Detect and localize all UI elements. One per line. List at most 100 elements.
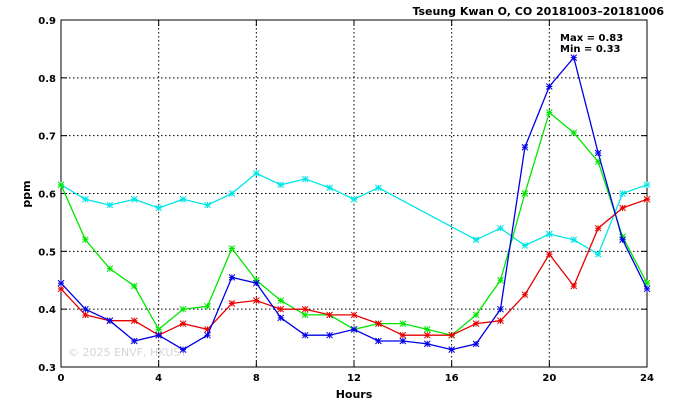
data-point-marker bbox=[228, 245, 236, 252]
x-tick-label: 8 bbox=[253, 373, 260, 384]
x-tick-label: 4 bbox=[155, 373, 162, 384]
data-point-marker bbox=[375, 184, 382, 192]
y-axis-ticks: 0.3 0.4 0.5 0.6 0.7 0.8 0.9 bbox=[38, 16, 647, 374]
data-point-marker bbox=[277, 314, 285, 322]
data-point-marker bbox=[57, 279, 65, 287]
series-line bbox=[60, 111, 648, 336]
data-point-marker bbox=[82, 236, 89, 244]
data-point-marker bbox=[155, 331, 163, 339]
series-4 bbox=[57, 54, 651, 354]
data-point-marker bbox=[204, 302, 211, 310]
data-point-marker bbox=[423, 340, 431, 348]
data-point-marker bbox=[375, 337, 382, 345]
data-point-marker bbox=[448, 346, 456, 354]
data-point-marker bbox=[179, 320, 187, 327]
x-tick-label: 20 bbox=[542, 373, 556, 384]
data-point-marker bbox=[350, 326, 358, 333]
data-point-marker bbox=[399, 337, 407, 345]
data-point-marker bbox=[57, 181, 65, 189]
data-point-marker bbox=[277, 305, 285, 313]
data-point-marker bbox=[497, 276, 504, 284]
data-point-marker bbox=[277, 181, 285, 189]
y-axis-label: ppm bbox=[20, 180, 33, 207]
data-point-marker bbox=[326, 311, 333, 319]
data-point-marker bbox=[155, 326, 163, 333]
data-point-marker bbox=[130, 337, 138, 345]
data-point-marker bbox=[204, 331, 211, 339]
data-point-marker bbox=[252, 297, 260, 304]
data-point-marker bbox=[326, 184, 333, 192]
data-point-marker bbox=[521, 190, 529, 197]
data-point-marker bbox=[228, 300, 236, 307]
data-point-marker bbox=[301, 331, 309, 339]
y-tick-label: 0.5 bbox=[38, 247, 56, 258]
data-point-marker bbox=[619, 190, 626, 197]
data-point-marker bbox=[277, 297, 285, 304]
data-point-marker bbox=[423, 331, 431, 339]
data-point-marker bbox=[57, 285, 65, 293]
data-point-marker bbox=[179, 305, 187, 313]
max-annotation: Max = 0.83 bbox=[560, 33, 623, 44]
series-2 bbox=[57, 109, 651, 339]
data-point-marker bbox=[570, 54, 578, 61]
data-point-marker bbox=[252, 169, 260, 177]
data-point-marker bbox=[130, 282, 138, 290]
y-tick-label: 0.7 bbox=[38, 132, 56, 143]
data-point-marker bbox=[155, 204, 163, 212]
watermark: © 2025 ENVF, HKUST bbox=[68, 346, 187, 359]
data-point-marker bbox=[106, 265, 114, 273]
y-tick-label: 0.8 bbox=[38, 74, 56, 85]
data-point-marker bbox=[570, 282, 578, 290]
data-point-marker bbox=[204, 326, 211, 333]
data-point-marker bbox=[228, 274, 236, 281]
data-point-marker bbox=[521, 143, 529, 151]
data-point-marker bbox=[375, 320, 382, 327]
data-point-marker bbox=[179, 346, 187, 354]
data-point-marker bbox=[521, 242, 529, 249]
data-point-marker bbox=[82, 311, 89, 319]
y-tick-label: 0.9 bbox=[38, 16, 56, 27]
data-point-marker bbox=[204, 201, 211, 209]
data-point-marker bbox=[545, 109, 553, 116]
data-point-marker bbox=[594, 149, 602, 157]
data-point-marker bbox=[448, 331, 456, 339]
series-layer bbox=[57, 54, 651, 354]
data-point-marker bbox=[399, 320, 407, 327]
data-point-marker bbox=[326, 331, 333, 339]
data-point-marker bbox=[106, 201, 114, 209]
data-point-marker bbox=[497, 305, 504, 313]
data-point-marker bbox=[82, 195, 89, 203]
data-point-marker bbox=[179, 195, 187, 203]
x-tick-label: 24 bbox=[640, 373, 654, 384]
data-point-marker bbox=[301, 305, 309, 313]
data-point-marker bbox=[619, 204, 626, 212]
data-point-marker bbox=[350, 311, 358, 319]
data-point-marker bbox=[497, 317, 504, 325]
data-point-marker bbox=[252, 279, 260, 287]
data-point-marker bbox=[350, 195, 358, 203]
y-tick-label: 0.6 bbox=[38, 190, 56, 201]
x-axis-ticks: 0 4 8 12 16 20 24 bbox=[58, 20, 654, 384]
data-point-marker bbox=[130, 317, 138, 325]
data-point-marker bbox=[472, 320, 480, 327]
y-tick-label: 0.4 bbox=[38, 305, 56, 316]
x-tick-label: 12 bbox=[347, 373, 361, 384]
data-point-marker bbox=[619, 236, 626, 244]
chart-title: Tseung Kwan O, CO 20181003–20181006 bbox=[412, 5, 664, 18]
data-point-marker bbox=[472, 236, 480, 244]
series-1 bbox=[57, 169, 651, 258]
data-point-marker bbox=[521, 291, 529, 299]
data-point-marker bbox=[643, 195, 651, 203]
data-point-marker bbox=[497, 224, 504, 232]
x-axis-label: Hours bbox=[336, 388, 373, 401]
y-tick-label: 0.3 bbox=[38, 363, 56, 374]
data-point-marker bbox=[82, 305, 89, 313]
data-point-marker bbox=[643, 285, 651, 293]
x-tick-label: 0 bbox=[58, 373, 65, 384]
data-point-marker bbox=[594, 224, 602, 232]
data-point-marker bbox=[643, 279, 651, 287]
data-point-marker bbox=[301, 175, 309, 183]
data-point-marker bbox=[301, 311, 309, 319]
